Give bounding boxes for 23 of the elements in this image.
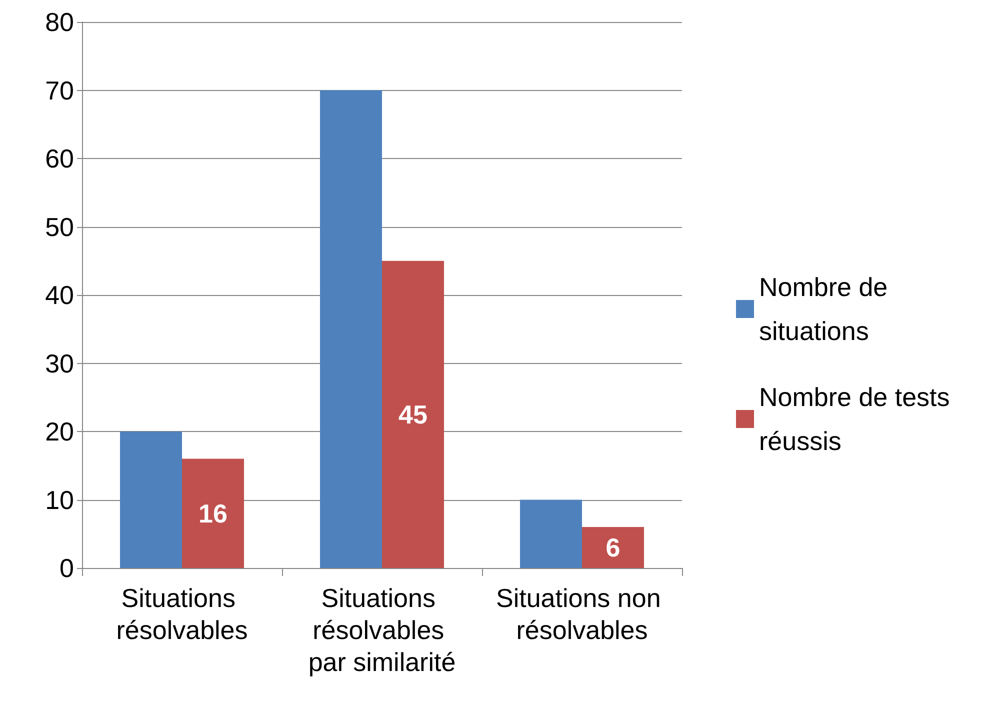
bar (120, 432, 182, 568)
y-tick-label: 30 (45, 348, 74, 378)
data-label: 45 (398, 399, 428, 430)
y-tick-label: 60 (45, 144, 74, 174)
bar (182, 458, 244, 568)
y-tick-label: 40 (45, 280, 74, 310)
y-tick-label: 20 (45, 416, 74, 446)
y-tick-label: 80 (45, 7, 74, 37)
y-tick-label: 10 (45, 484, 74, 515)
bar (582, 527, 644, 568)
bar (520, 500, 582, 568)
bar (320, 90, 382, 568)
data-label: 6 (606, 532, 620, 563)
x-tick-label: Situations résolvables par similarité (308, 583, 456, 677)
bar (382, 260, 444, 568)
y-tick-label: 0 (60, 553, 74, 583)
legend-label: Nombre de tests réussis (759, 382, 957, 456)
x-tick-label: Situations résolvables (116, 583, 248, 645)
data-label: 16 (198, 498, 228, 528)
legend-label: Nombre de situations (759, 272, 895, 346)
x-tick-label: Situations non résolvables (496, 583, 668, 645)
y-tick-label: 70 (45, 75, 74, 106)
y-tick-label: 50 (45, 212, 74, 242)
